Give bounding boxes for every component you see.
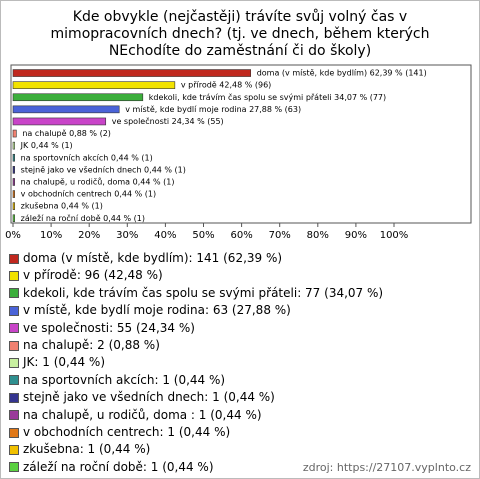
legend-item: na chalupě, u rodičů, doma : 1 (0,44 %): [9, 407, 383, 424]
bar-label: v přírodě 42,48 % (96): [181, 81, 271, 90]
bar: [12, 69, 252, 77]
bar: [12, 166, 15, 174]
x-tick-label: 80%: [307, 230, 329, 241]
x-tick-label: 60%: [230, 230, 252, 241]
legend-swatch: [9, 444, 19, 455]
legend-label: ve společnosti: 55 (24,34 %): [23, 320, 195, 335]
legend-item: doma (v místě, kde bydlím): 141 (62,39 %…: [9, 250, 383, 267]
bar-label: JK 0,44 % (1): [20, 141, 73, 150]
legend-label: stejně jako ve všedních dnech: 1 (0,44 %…: [23, 390, 275, 405]
legend-label: na chalupě, u rodičů, doma : 1 (0,44 %): [23, 407, 262, 422]
legend-swatch: [9, 288, 19, 299]
bar-label: doma (v místě, kde bydlím) 62,39 % (141): [257, 69, 427, 78]
legend-item: na chalupě: 2 (0,88 %): [9, 337, 383, 354]
bar-label: na chalupě, u rodičů, doma 0,44 % (1): [21, 176, 175, 186]
x-tick-label: 90%: [345, 230, 367, 241]
legend-label: v přírodě: 96 (42,48 %): [23, 268, 163, 283]
bar-label: ve společnosti 24,34 % (55): [112, 116, 224, 126]
bar: [12, 93, 144, 102]
x-tick-label: 10%: [40, 230, 62, 241]
legend-swatch: [9, 375, 19, 386]
legend-swatch: [9, 253, 19, 264]
legend-item: v místě, kde bydlí moje rodina: 63 (27,8…: [9, 302, 383, 319]
legend-label: na sportovních akcích: 1 (0,44 %): [23, 372, 226, 387]
bar: [12, 141, 15, 150]
legend-label: v místě, kde bydlí moje rodina: 63 (27,8…: [23, 303, 291, 318]
bar-label: stejně jako ve všedních dnech 0,44 % (1): [21, 164, 186, 174]
legend-swatch: [9, 410, 19, 421]
legend-label: na chalupě: 2 (0,88 %): [23, 337, 160, 352]
bar: [12, 81, 176, 89]
chart-title: Kde obvykle (nejčastěji) trávíte svůj vo…: [50, 9, 430, 59]
legend-swatch: [9, 427, 19, 438]
x-tick-label: 30%: [116, 230, 138, 241]
legend-swatch: [9, 323, 19, 334]
legend-swatch: [9, 358, 19, 369]
bar-label: na chalupě 0,88 % (2): [22, 129, 111, 138]
legend-label: v obchodních centrech: 1 (0,44 %): [23, 424, 231, 439]
legend-item: záleží na roční době: 1 (0,44 %): [9, 459, 383, 476]
bar: [12, 105, 120, 114]
bar: [12, 153, 15, 162]
legend-label: doma (v místě, kde bydlím): 141 (62,39 %…: [23, 251, 283, 265]
bar: [12, 117, 107, 126]
x-tick-label: 0%: [5, 230, 21, 241]
legend-item: zkušebna: 1 (0,44 %): [9, 441, 383, 458]
legend-label: JK: 1 (0,44 %): [23, 355, 106, 370]
legend-label: kdekoli, kde trávím čas spolu se svými p…: [23, 285, 384, 300]
legend-item: ve společnosti: 55 (24,34 %): [9, 320, 383, 337]
x-tick-label: 50%: [192, 230, 214, 241]
bar-label: na sportovních akcích 0,44 % (1): [21, 153, 153, 162]
bar-label: zkušebna 0,44 % (1): [21, 201, 103, 211]
x-tick-label: 20%: [78, 230, 100, 241]
legend-swatch: [9, 305, 19, 316]
legend-item: stejně jako ve všedních dnech: 1 (0,44 %…: [9, 389, 383, 406]
legend-swatch: [9, 462, 19, 473]
legend-label: záleží na roční době: 1 (0,44 %): [23, 459, 214, 474]
x-tick-label: 70%: [269, 230, 291, 241]
bar: [12, 129, 17, 138]
legend-item: v přírodě: 96 (42,48 %): [9, 267, 383, 284]
bar: [12, 214, 15, 223]
x-tick-label: 100%: [380, 230, 409, 241]
legend-swatch: [9, 271, 19, 282]
bar: [12, 202, 15, 210]
x-tick-label: 40%: [154, 230, 176, 241]
source: zdroj: https://27107.vyplnto.cz: [302, 461, 471, 474]
chart: 0% 10% 20% 30% 40% 50% 60% 70% 80% 90% 100% doma (v…: [5, 64, 472, 241]
plot-frame: [10, 64, 472, 224]
legend: doma (v místě, kde bydlím): 141 (62,39 %…: [9, 250, 383, 476]
legend-swatch: [9, 392, 19, 403]
bar-label: v místě, kde bydlí moje rodina 27,88 % (…: [125, 105, 301, 114]
legend-item: na sportovních akcích: 1 (0,44 %): [9, 372, 383, 389]
legend-label: zkušebna: 1 (0,44 %): [23, 442, 151, 457]
bar-label: záleží na roční době 0,44 % (1): [21, 213, 145, 223]
bar: [12, 178, 15, 186]
legend-item: JK: 1 (0,44 %): [9, 354, 383, 371]
legend-swatch: [9, 340, 19, 351]
legend-item: kdekoli, kde trávím čas spolu se svými p…: [9, 285, 383, 302]
bar-label: v obchodních centrech 0,44 % (1): [21, 190, 156, 199]
bar: [12, 190, 15, 198]
bar-label: kdekoli, kde trávím čas spolu se svými p…: [149, 92, 386, 102]
legend-item: v obchodních centrech: 1 (0,44 %): [9, 424, 383, 441]
